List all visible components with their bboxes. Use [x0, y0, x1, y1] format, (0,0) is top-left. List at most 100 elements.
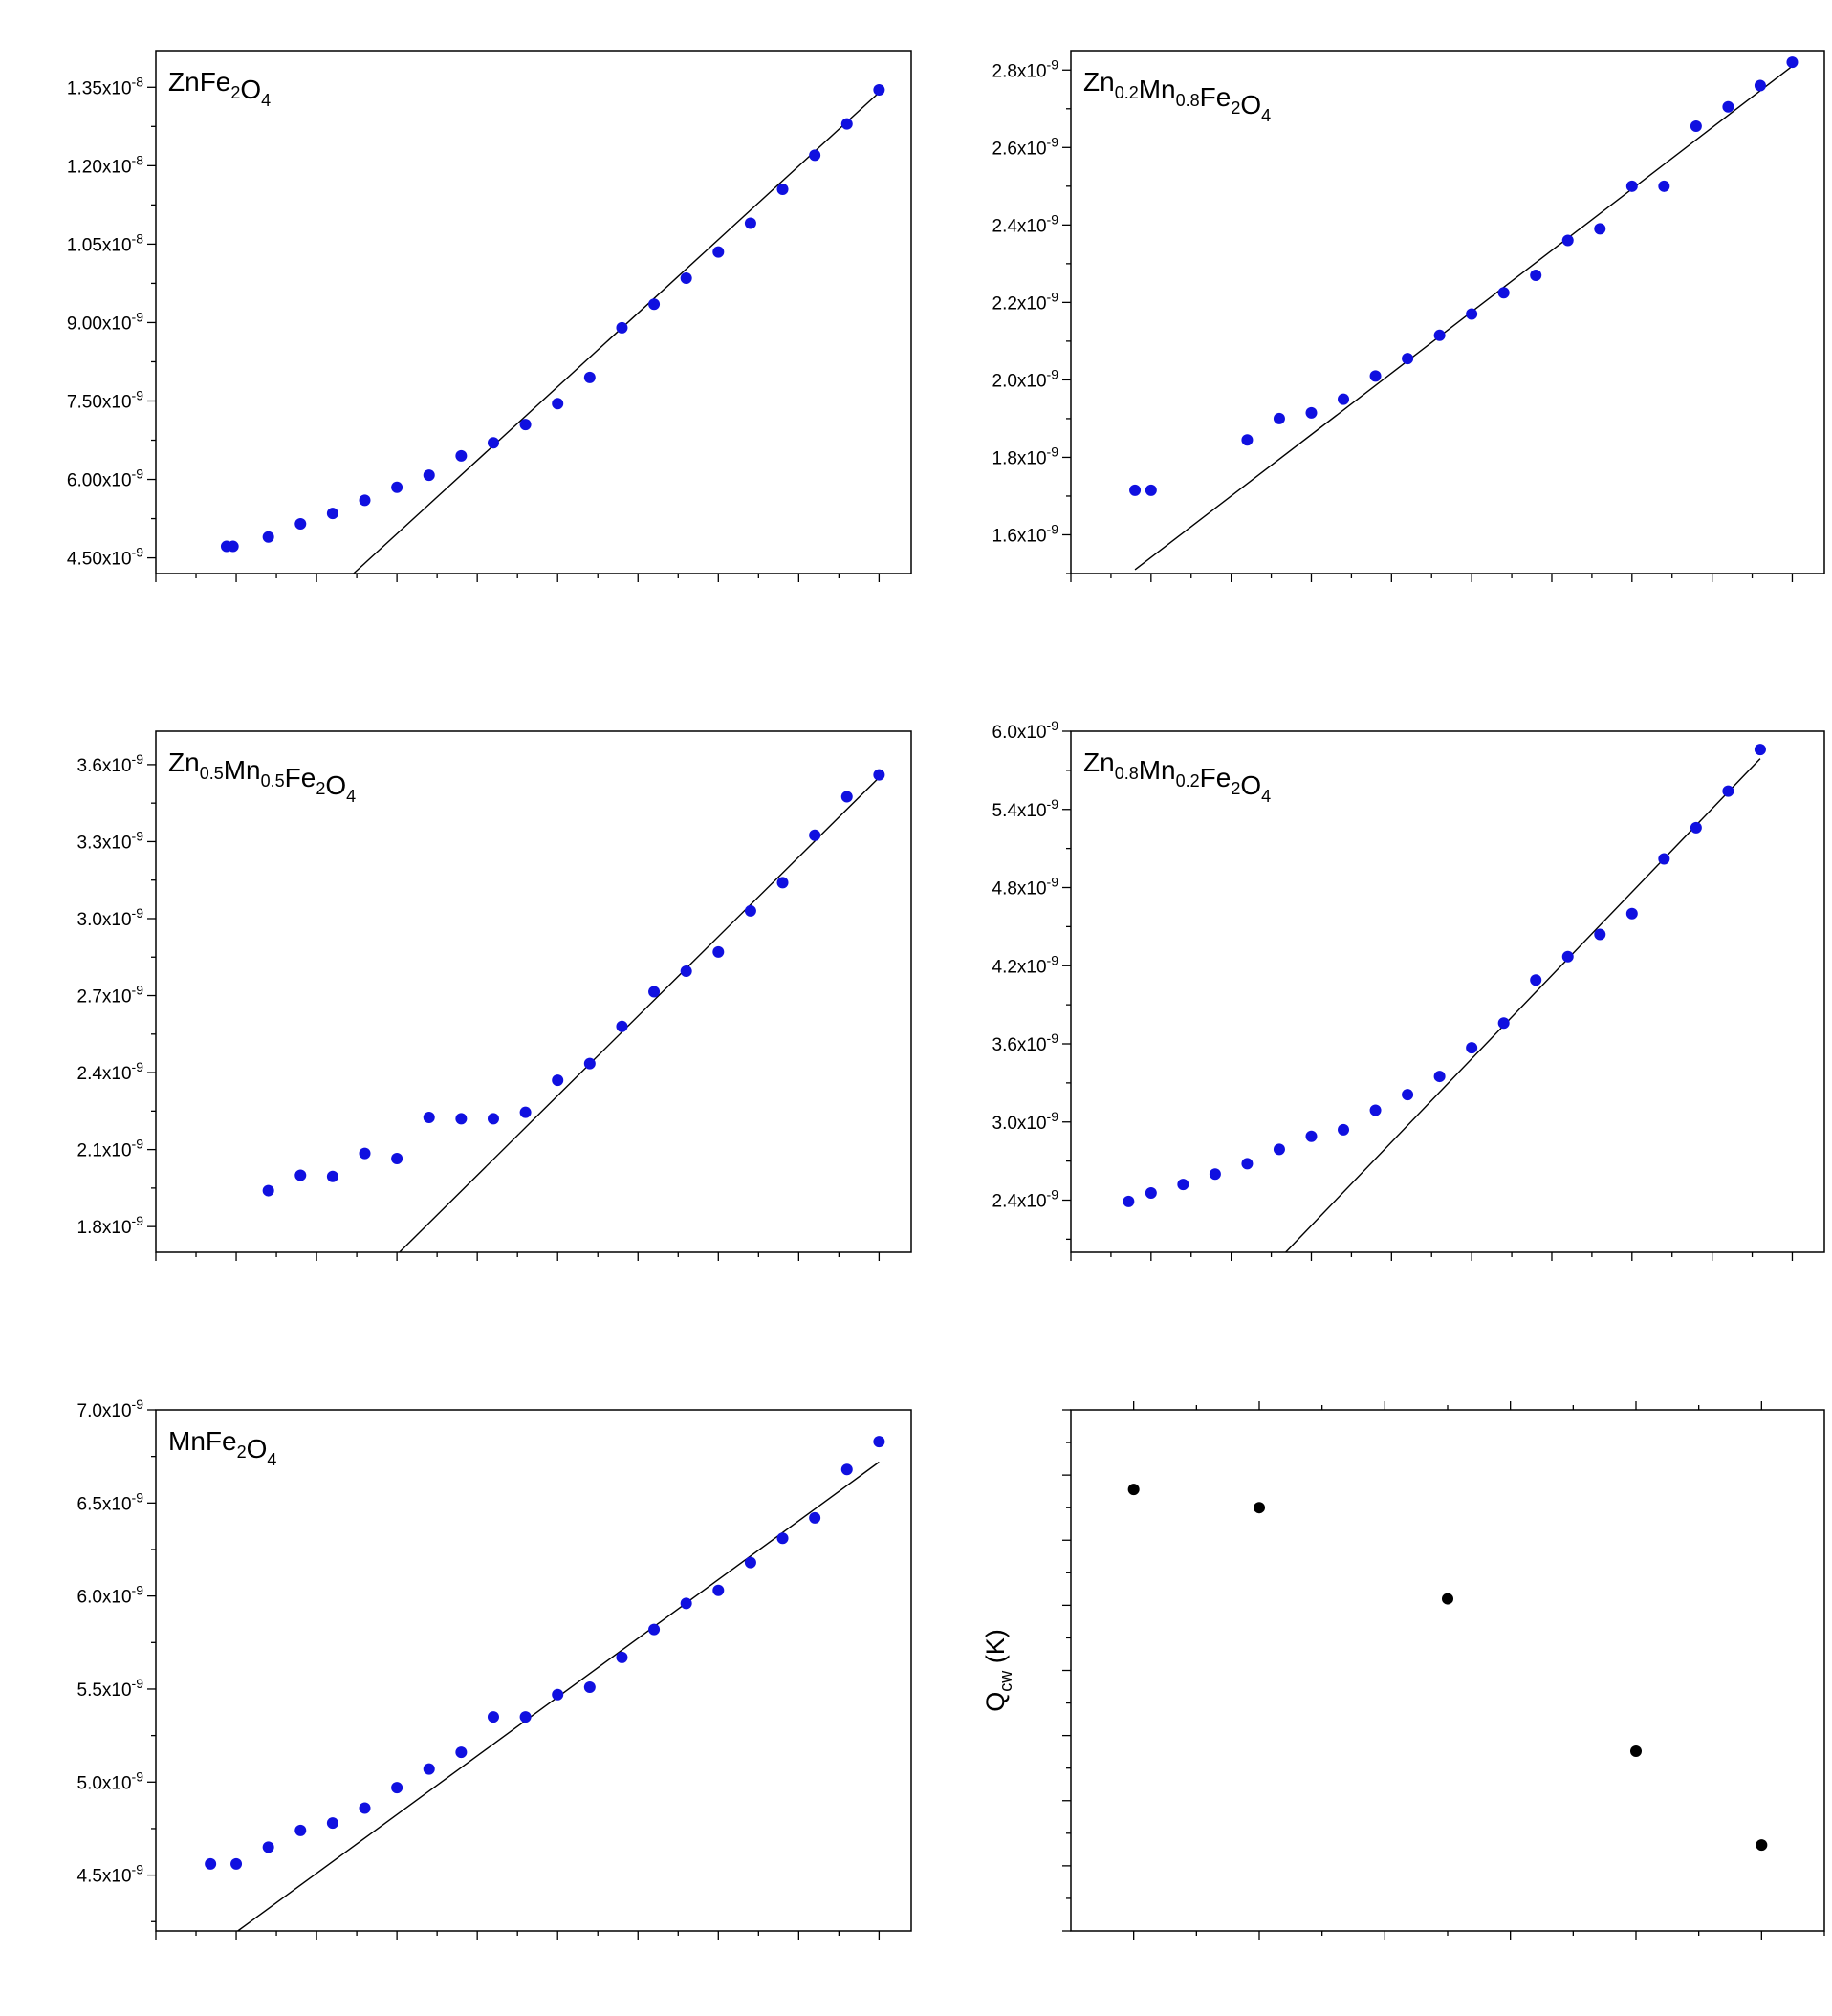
y-tick-label: 6.5x10-9: [77, 1489, 144, 1514]
data-point: [1127, 1484, 1140, 1496]
data-point: [1497, 1017, 1510, 1030]
data-point: [1338, 393, 1350, 405]
data-point: [1338, 1123, 1350, 1136]
data-point: [359, 494, 371, 507]
chart-panel-f: Qcw (K): [981, 1401, 1825, 1940]
data-point: [230, 1857, 243, 1870]
data-point: [1402, 1089, 1414, 1101]
data-point: [1466, 308, 1478, 320]
data-point: [1145, 484, 1157, 496]
y-tick-label: 2.1x10-9: [77, 1137, 144, 1161]
data-point: [1433, 329, 1446, 341]
data-point: [1241, 434, 1254, 446]
data-point: [1369, 1104, 1382, 1116]
y-tick-label: 6.0x10-9: [77, 1583, 144, 1608]
data-point: [1209, 1168, 1221, 1181]
data-point: [712, 246, 725, 258]
y-tick-label: 7.0x10-9: [77, 1397, 144, 1421]
data-point: [326, 1817, 338, 1830]
data-point: [262, 1184, 274, 1197]
y-tick-label: 1.8x10-9: [77, 1213, 144, 1238]
y-tick-label: 1.05x10-8: [67, 230, 143, 255]
y-tick-label: 4.5x10-9: [77, 1862, 144, 1887]
y-tick-label: 2.0x10-9: [992, 366, 1059, 391]
data-point: [326, 508, 338, 520]
data-point: [809, 829, 821, 841]
y-tick-label: 1.35x10-8: [67, 74, 143, 98]
y-tick-label: 2.4x10-9: [992, 211, 1059, 236]
data-point: [487, 437, 499, 449]
data-point: [840, 118, 853, 130]
data-point: [583, 1057, 596, 1070]
y-tick-label: 4.8x10-9: [992, 875, 1059, 900]
data-point: [262, 1841, 274, 1853]
data-point: [1497, 287, 1510, 299]
y-tick-label: 3.0x10-9: [992, 1109, 1059, 1134]
chart-panel-e: 4.5x10-9 5.0x10-9 5.5x10-9 6.0x10-9 6.5x10-9…: [77, 1397, 912, 1940]
data-point: [359, 1147, 371, 1160]
data-point: [1129, 484, 1142, 496]
data-point: [1625, 907, 1638, 920]
data-point: [1630, 1745, 1642, 1757]
data-point: [455, 449, 468, 462]
data-point: [1442, 1593, 1453, 1605]
data-point: [1273, 1143, 1285, 1156]
series-label: ZnFe2O4: [168, 67, 271, 110]
data-point: [680, 271, 692, 284]
data-point: [455, 1113, 468, 1125]
data-point: [391, 1782, 403, 1794]
y-tick-label: 2.6x10-9: [992, 134, 1059, 159]
y-tick-label: 7.50x10-9: [67, 387, 143, 412]
y-tick-label: 2.4x10-9: [992, 1187, 1059, 1212]
data-point: [1756, 1839, 1768, 1852]
data-point: [583, 1681, 596, 1694]
y-tick-label: 6.0x10-9: [992, 718, 1059, 743]
data-point: [840, 1463, 853, 1476]
data-point: [1123, 1195, 1135, 1207]
data-point: [205, 1857, 217, 1870]
y-tick-label: 5.5x10-9: [77, 1676, 144, 1701]
data-point: [873, 769, 885, 781]
y-tick-label: 2.8x10-9: [992, 56, 1059, 81]
data-point: [1754, 744, 1766, 756]
data-point: [1690, 821, 1702, 834]
y-tick-label: 9.00x10-9: [67, 309, 143, 334]
data-point: [391, 481, 403, 493]
data-point: [294, 518, 307, 531]
data-point: [873, 1436, 885, 1448]
plot-frame: [155, 1409, 912, 1932]
data-point: [1530, 270, 1542, 282]
data-point: [583, 371, 596, 383]
data-point: [227, 540, 239, 553]
fit-line: [399, 776, 880, 1253]
data-point: [487, 1711, 499, 1723]
data-point: [455, 1746, 468, 1759]
data-point: [519, 419, 532, 431]
series-label: Zn0.8Mn0.2Fe2O4: [1083, 748, 1271, 806]
data-point: [616, 321, 628, 334]
y-tick-label: 3.3x10-9: [77, 828, 144, 853]
y-tick-label: 2.2x10-9: [992, 289, 1059, 314]
data-point: [1658, 180, 1670, 192]
y-tick-label: 6.00x10-9: [67, 466, 143, 491]
y-tick-label: 2.4x10-9: [77, 1059, 144, 1084]
data-point: [1786, 56, 1799, 69]
data-point: [648, 298, 661, 311]
data-point: [840, 791, 853, 803]
plot-frame: [1070, 50, 1825, 574]
data-point: [680, 1597, 692, 1610]
data-point: [1625, 180, 1638, 192]
data-point: [1273, 412, 1285, 424]
data-point: [552, 398, 564, 410]
data-point: [1402, 353, 1414, 365]
data-point: [744, 904, 756, 917]
data-point: [552, 1074, 564, 1087]
y-tick-label: 2.7x10-9: [77, 983, 144, 1008]
y-tick-label: 5.0x10-9: [77, 1768, 144, 1793]
data-point: [809, 149, 821, 162]
data-point: [744, 1556, 756, 1569]
data-point: [1722, 785, 1734, 797]
data-point: [873, 84, 885, 97]
series-label: Zn0.5Mn0.5Fe2O4: [168, 748, 356, 806]
